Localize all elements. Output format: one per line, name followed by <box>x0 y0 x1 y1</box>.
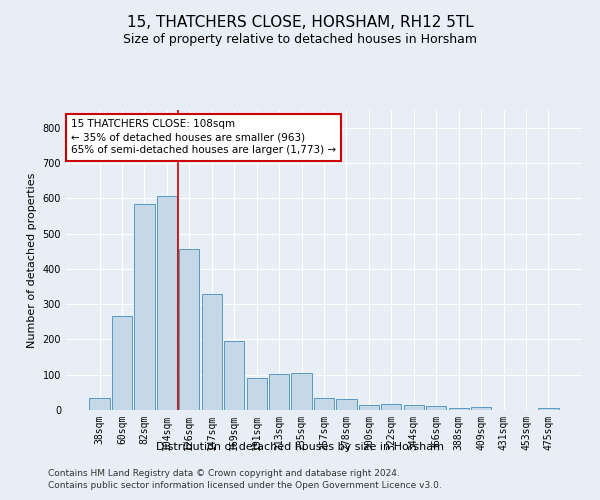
Bar <box>359 404 379 410</box>
Bar <box>471 407 491 410</box>
Text: Distribution of detached houses by size in Horsham: Distribution of detached houses by size … <box>156 442 444 452</box>
Bar <box>134 204 155 410</box>
Text: Size of property relative to detached houses in Horsham: Size of property relative to detached ho… <box>123 32 477 46</box>
Text: Contains HM Land Registry data © Crown copyright and database right 2024.: Contains HM Land Registry data © Crown c… <box>48 468 400 477</box>
Y-axis label: Number of detached properties: Number of detached properties <box>27 172 37 348</box>
Bar <box>269 374 289 410</box>
Bar <box>157 196 177 410</box>
Bar <box>381 404 401 410</box>
Bar <box>314 398 334 410</box>
Bar <box>89 398 110 410</box>
Bar <box>112 316 132 410</box>
Bar <box>538 408 559 410</box>
Bar <box>404 404 424 410</box>
Text: Contains public sector information licensed under the Open Government Licence v3: Contains public sector information licen… <box>48 481 442 490</box>
Bar <box>179 250 199 410</box>
Text: 15, THATCHERS CLOSE, HORSHAM, RH12 5TL: 15, THATCHERS CLOSE, HORSHAM, RH12 5TL <box>127 15 473 30</box>
Bar <box>202 294 222 410</box>
Bar <box>426 406 446 410</box>
Bar <box>337 398 356 410</box>
Bar <box>449 408 469 410</box>
Bar <box>224 341 244 410</box>
Bar <box>292 373 311 410</box>
Bar <box>247 378 267 410</box>
Text: 15 THATCHERS CLOSE: 108sqm
← 35% of detached houses are smaller (963)
65% of sem: 15 THATCHERS CLOSE: 108sqm ← 35% of deta… <box>71 119 336 156</box>
